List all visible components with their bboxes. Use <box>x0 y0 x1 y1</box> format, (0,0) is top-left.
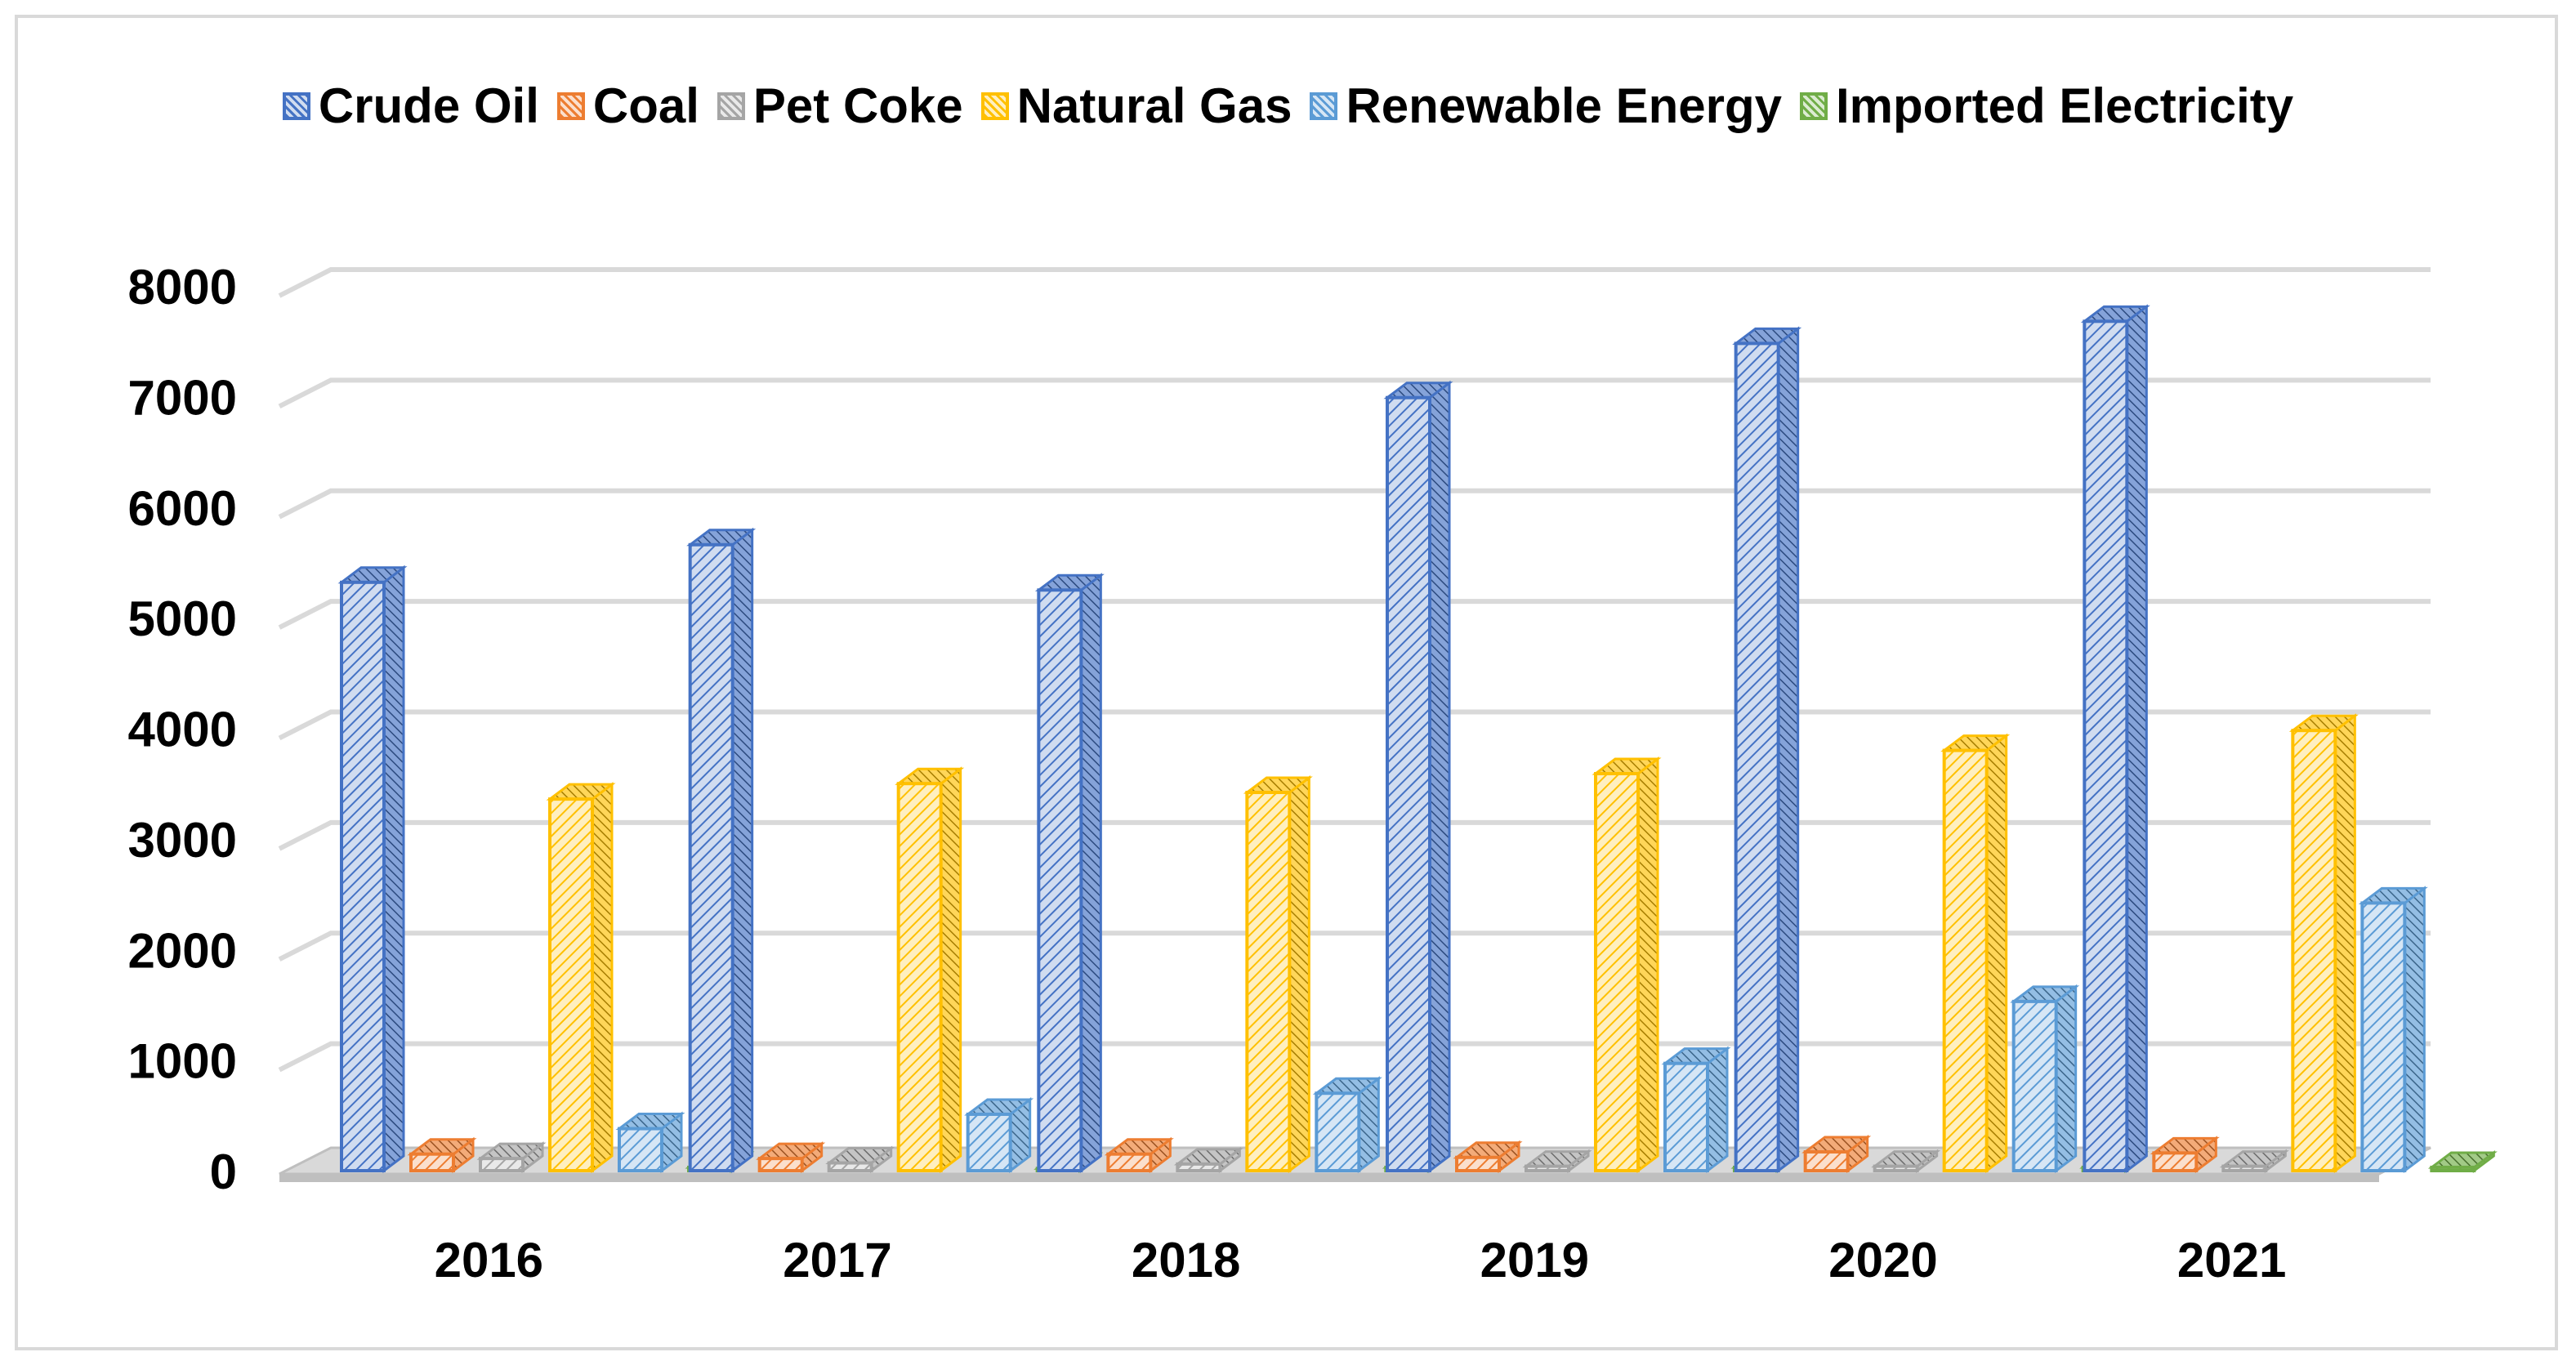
legend-label-coal: Coal <box>592 78 699 133</box>
gridline-2000 <box>278 930 2431 962</box>
floor-edge <box>279 1174 2379 1182</box>
y-tick-label-3000: 3000 <box>128 813 237 868</box>
bar-crude-oil-2019 <box>1383 380 1453 1173</box>
legend-item-imported-electricity: Imported Electricity <box>1800 78 2293 134</box>
y-tick-label-5000: 5000 <box>128 591 237 646</box>
bar-natural-gas-2021 <box>2288 713 2359 1173</box>
bar-renewable-energy-2020 <box>2010 984 2080 1173</box>
bar-crude-oil-2016 <box>337 565 408 1173</box>
legend-swatch-imported-electricity <box>1800 91 1828 120</box>
x-tick-label-2021: 2021 <box>2177 1233 2286 1287</box>
bar-pet-coke-2017 <box>825 1145 895 1173</box>
bar-crude-oil-2021 <box>2080 304 2150 1173</box>
x-tick-label-2017: 2017 <box>783 1233 891 1287</box>
legend-item-crude-oil: Crude Oil <box>282 78 539 134</box>
bar-coal-2021 <box>2150 1136 2220 1173</box>
bar-crude-oil-2017 <box>686 527 757 1173</box>
legend-swatch-natural-gas <box>980 91 1009 120</box>
y-tick-label-1000: 1000 <box>128 1034 237 1089</box>
bar-coal-2020 <box>1801 1134 1872 1173</box>
x-tick-label-2020: 2020 <box>1828 1233 1937 1287</box>
bar-imported-electricity-2021 <box>2427 1149 2498 1173</box>
y-tick-label-7000: 7000 <box>128 370 237 425</box>
bar-coal-2019 <box>1453 1140 1523 1173</box>
legend-item-renewable-energy: Renewable Energy <box>1310 78 1782 134</box>
bar-renewable-energy-2021 <box>2358 886 2428 1173</box>
legend-swatch-crude-oil <box>282 91 310 120</box>
y-axis-ticks: 0 1000 2000 3000 4000 5000 6000 7000 8000 <box>128 260 237 1199</box>
y-tick-label-6000: 6000 <box>128 481 237 536</box>
legend-label-imported-electricity: Imported Electricity <box>1836 78 2294 133</box>
y-tick-label-4000: 4000 <box>128 703 237 757</box>
bar-coal-2017 <box>756 1141 826 1173</box>
gridline-4000 <box>278 709 2431 741</box>
bar-pet-coke-2018 <box>1173 1146 1243 1173</box>
legend-swatch-pet-coke <box>717 91 745 120</box>
legend-label-natural-gas: Natural Gas <box>1016 78 1292 133</box>
legend-label-renewable-energy: Renewable Energy <box>1346 78 1782 133</box>
gridlines <box>278 267 2431 1073</box>
legend-swatch-renewable-energy <box>1310 91 1338 120</box>
y-tick-label-2000: 2000 <box>128 923 237 978</box>
x-tick-label-2019: 2019 <box>1480 1233 1589 1287</box>
gridline-1000 <box>278 1041 2431 1073</box>
bar-renewable-energy-2019 <box>1661 1046 1731 1173</box>
bar-natural-gas-2018 <box>1243 775 1313 1173</box>
gridline-8000 <box>278 267 2431 298</box>
gridline-3000 <box>278 819 2431 851</box>
gridline-5000 <box>278 599 2431 630</box>
legend-label-pet-coke: Pet Coke <box>752 78 963 133</box>
bar-natural-gas-2016 <box>546 782 616 1173</box>
bar-pet-coke-2021 <box>2219 1149 2289 1173</box>
bar-natural-gas-2019 <box>1592 756 1662 1173</box>
y-tick-label-0: 0 <box>210 1145 237 1199</box>
bar-renewable-energy-2018 <box>1312 1076 1382 1173</box>
bars <box>337 304 2498 1173</box>
bar-crude-oil-2020 <box>1732 326 1802 1173</box>
bar-natural-gas-2020 <box>1940 733 2011 1173</box>
legend-swatch-coal <box>556 91 585 120</box>
x-axis-ticks: 2016 2017 2018 2019 2020 2021 <box>435 1233 2287 1287</box>
bar-coal-2016 <box>407 1136 477 1173</box>
bar-pet-coke-2016 <box>476 1141 547 1173</box>
bar-renewable-energy-2017 <box>964 1096 1034 1173</box>
y-tick-label-8000: 8000 <box>128 260 237 315</box>
bar-coal-2018 <box>1104 1136 1174 1173</box>
legend-label-crude-oil: Crude Oil <box>318 78 539 133</box>
bar-natural-gas-2017 <box>895 766 965 1173</box>
gridline-7000 <box>278 377 2431 409</box>
bar-pet-coke-2020 <box>1871 1149 1941 1173</box>
bar-crude-oil-2018 <box>1034 573 1105 1173</box>
x-tick-label-2016: 2016 <box>435 1233 543 1287</box>
x-tick-label-2018: 2018 <box>1132 1233 1240 1287</box>
gridline-6000 <box>278 488 2431 520</box>
legend-item-coal: Coal <box>556 78 699 134</box>
bar-renewable-energy-2016 <box>615 1111 685 1173</box>
legend-item-natural-gas: Natural Gas <box>980 78 1292 134</box>
chart-legend: Crude Oil Coal Pet Coke Natural Gas Rene… <box>0 78 2576 134</box>
bar-pet-coke-2019 <box>1522 1149 1592 1173</box>
legend-item-pet-coke: Pet Coke <box>717 78 963 134</box>
